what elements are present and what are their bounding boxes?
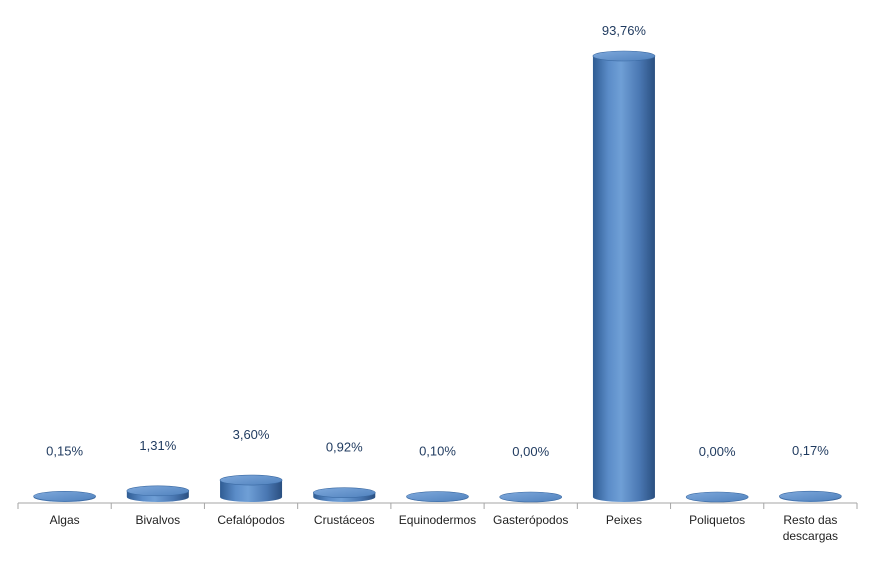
value-label: 3,60% xyxy=(233,427,270,442)
category-label: Equinodermos xyxy=(399,513,476,527)
bar-7 xyxy=(592,50,656,502)
category-label: Cefalópodos xyxy=(217,513,284,527)
category-label: Resto das xyxy=(783,513,837,527)
category-label: descargas xyxy=(783,529,838,543)
bar-8 xyxy=(685,491,749,503)
bar-top xyxy=(406,491,469,502)
value-label: 0,15% xyxy=(46,443,83,458)
bar-top xyxy=(685,491,749,503)
bar-top xyxy=(499,491,563,503)
bar-top xyxy=(219,474,283,486)
bar-6 xyxy=(499,491,563,503)
value-label: 93,76% xyxy=(602,23,647,38)
bar-top xyxy=(33,490,96,502)
category-label: Poliquetos xyxy=(689,513,745,527)
category-label: Bivalvos xyxy=(135,513,180,527)
value-label: 0,00% xyxy=(699,444,736,459)
bar-top xyxy=(312,487,376,498)
category-label: Gasterópodos xyxy=(493,513,568,527)
bar-9 xyxy=(779,490,842,502)
category-label: Algas xyxy=(50,513,80,527)
bar-3 xyxy=(219,474,283,502)
bar-top xyxy=(126,485,190,497)
bar-top xyxy=(592,50,656,62)
bar-body xyxy=(220,480,283,502)
category-label: Crustáceos xyxy=(314,513,375,527)
value-label: 0,10% xyxy=(419,444,456,459)
value-label: 1,31% xyxy=(139,438,176,453)
value-label: 0,17% xyxy=(792,443,829,458)
bar-top xyxy=(779,490,842,502)
value-label: 0,00% xyxy=(512,444,549,459)
bar-body xyxy=(592,56,655,502)
bar-5 xyxy=(406,491,469,502)
value-label: 0,92% xyxy=(326,440,363,455)
bar-2 xyxy=(126,485,190,502)
category-label: Peixes xyxy=(606,513,642,527)
bar-1 xyxy=(33,490,96,502)
bar-4 xyxy=(312,487,376,502)
